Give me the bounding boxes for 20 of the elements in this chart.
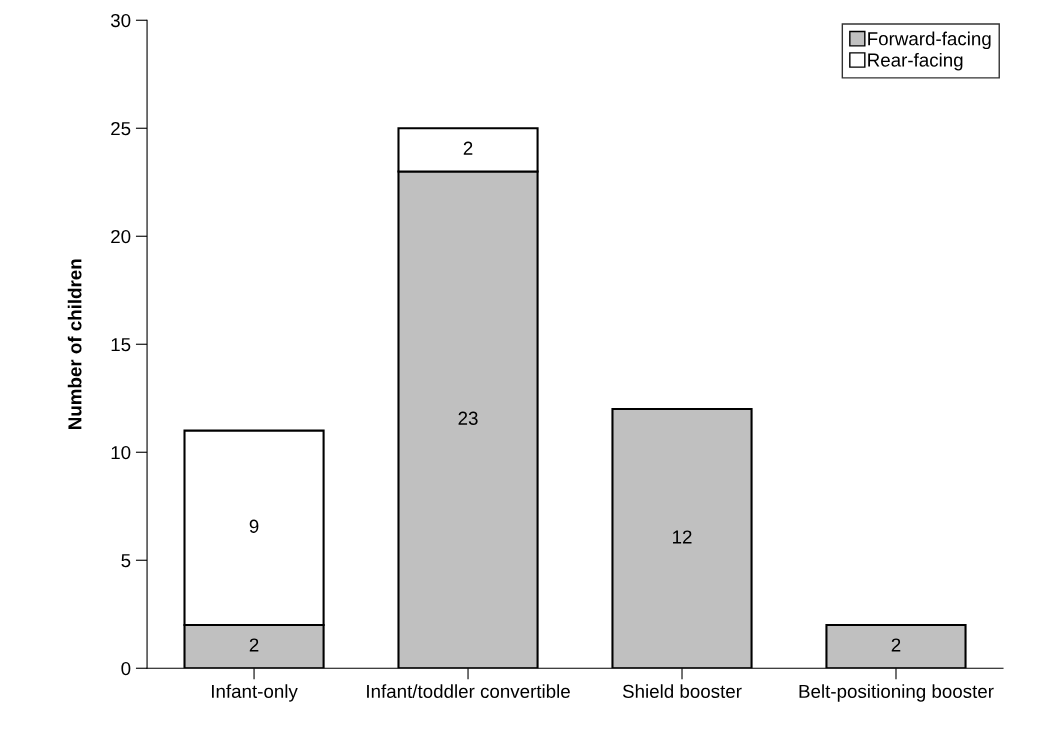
y-tick-label: 10 [111,445,131,460]
x-tick-label: Infant-only [212,684,298,702]
data-label: 23 [458,411,478,425]
data-label: 2 [891,638,901,652]
y-tick-label: 30 [110,13,131,28]
x-tick-label: Shield booster [622,684,742,698]
y-tick-label: 5 [121,554,131,568]
y-tick-label: 20 [111,229,131,244]
y-tick-label: 0 [121,661,131,676]
y-tick-label: 15 [111,338,131,352]
y-axis-title: Number of children [67,259,82,429]
y-tick-label: 25 [111,121,131,136]
data-label: 12 [673,530,692,544]
data-label: 9 [249,519,259,533]
legend-label: Forward-facing [868,31,991,50]
x-tick-label: Belt-positioning booster [799,684,994,702]
x-tick-label: Infant/toddler convertible [367,684,570,698]
data-label: 2 [463,141,473,155]
data-label: 2 [249,638,259,652]
legend-label: Rear-facing [868,52,963,71]
